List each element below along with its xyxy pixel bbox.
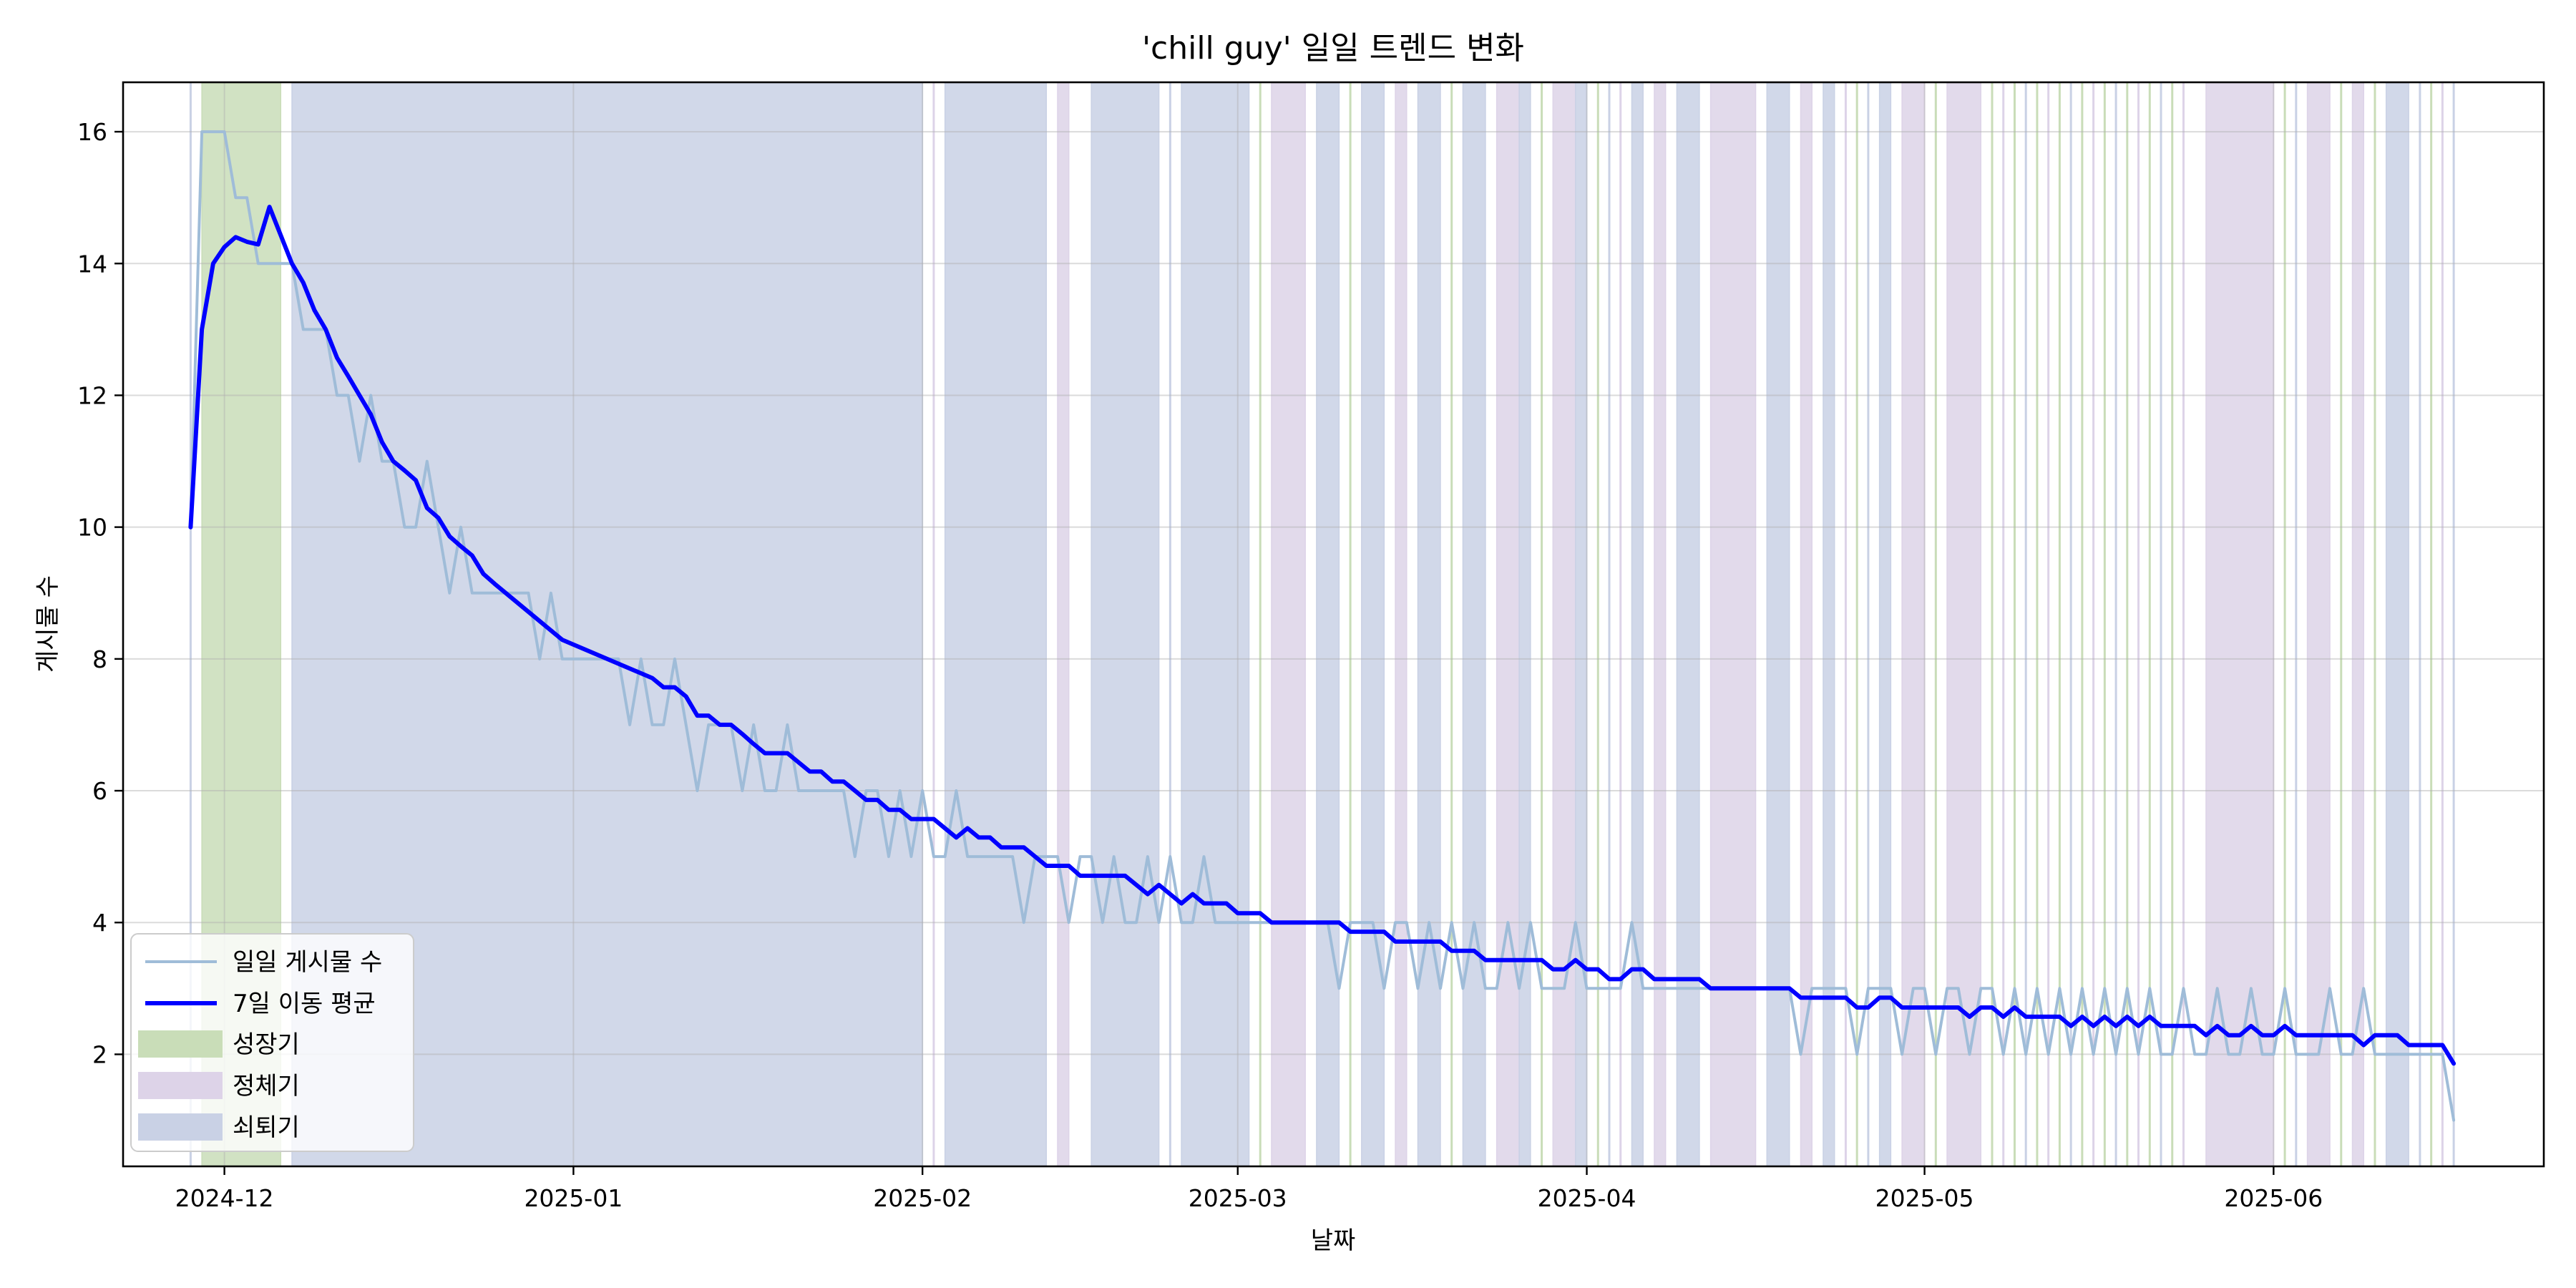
x-tick-label: 2025-04 (1538, 1184, 1636, 1212)
phase-band-stagnation (1552, 82, 1576, 1167)
legend: 일일 게시물 수 7일 이동 평균 성장기 정체기 쇠퇴기 (130, 933, 414, 1152)
phase-band-stagnation (2205, 82, 2275, 1167)
phase-band-decline (1766, 82, 1790, 1167)
phase-band-stagnation (1709, 82, 1757, 1167)
phase-band-decline (1361, 82, 1385, 1167)
x-tick-label: 2025-06 (2224, 1184, 2323, 1212)
phase-band-decline (1417, 82, 1441, 1167)
series-lines (188, 130, 2457, 1122)
plot-frame (122, 81, 2545, 1168)
y-tick-label: 14 (77, 250, 107, 278)
phase-band-stagnation (1496, 82, 1520, 1167)
y-axis-ticks: 2 4 6 8 10 12 14 16 (77, 118, 123, 1068)
x-tick-label: 2025-05 (1875, 1184, 1974, 1212)
x-axis-label: 날짜 (1311, 1226, 1356, 1255)
phase-band-decline (1823, 82, 1835, 1167)
x-tick-label: 2024-12 (175, 1184, 274, 1212)
series-line-moving-average (188, 205, 2457, 1066)
phase-band-decline (1878, 82, 1892, 1167)
chart-title: 'chill guy' 일일 트렌드 변화 (1142, 30, 1524, 67)
phase-band-stagnation (1057, 82, 1070, 1167)
phase-band-decline (1518, 82, 1531, 1167)
legend-label-decline: 쇠퇴기 (233, 1113, 300, 1142)
legend-label-moving-average: 7일 이동 평균 (233, 990, 376, 1018)
y-axis-label: 게시물 수 (34, 575, 62, 673)
phase-band-stagnation (1654, 82, 1667, 1167)
phase-band-decline (1181, 82, 1250, 1167)
y-tick-label: 4 (92, 909, 107, 937)
x-tick-label: 2025-01 (524, 1184, 623, 1212)
x-tick-label: 2025-03 (1189, 1184, 1287, 1212)
phase-band-decline (1091, 82, 1160, 1167)
phase-band-decline (1462, 82, 1486, 1167)
phase-band-stagnation (1946, 82, 1982, 1167)
legend-label-growth: 성장기 (233, 1030, 300, 1059)
y-tick-label: 8 (92, 645, 107, 673)
x-axis-ticks: 2024-12 2025-01 2025-02 2025-03 2025-04 2025-… (175, 1166, 2323, 1212)
legend-swatch-growth (138, 1030, 223, 1058)
y-tick-label: 16 (77, 118, 107, 146)
phase-band-decline (944, 82, 1048, 1167)
grid-lines (123, 82, 2544, 1166)
phase-band-decline (2385, 82, 2409, 1167)
legend-swatch-decline (138, 1113, 223, 1141)
y-tick-label: 6 (92, 777, 107, 805)
x-tick-label: 2025-02 (873, 1184, 972, 1212)
phase-band-stagnation (1271, 82, 1306, 1167)
phase-band-decline (1575, 82, 1588, 1167)
phase-band-decline (1316, 82, 1340, 1167)
phase-band-stagnation (1395, 82, 1407, 1167)
y-tick-label: 2 (92, 1040, 107, 1068)
y-tick-label: 10 (77, 514, 107, 542)
phase-band-decline (1676, 82, 1700, 1167)
legend-label-stagnation: 정체기 (233, 1072, 300, 1101)
phase-band-stagnation (1901, 82, 1926, 1167)
legend-swatch-stagnation (138, 1072, 223, 1099)
y-tick-label: 12 (77, 381, 107, 409)
legend-label-daily: 일일 게시물 수 (233, 948, 382, 977)
phase-band-decline (1631, 82, 1644, 1167)
